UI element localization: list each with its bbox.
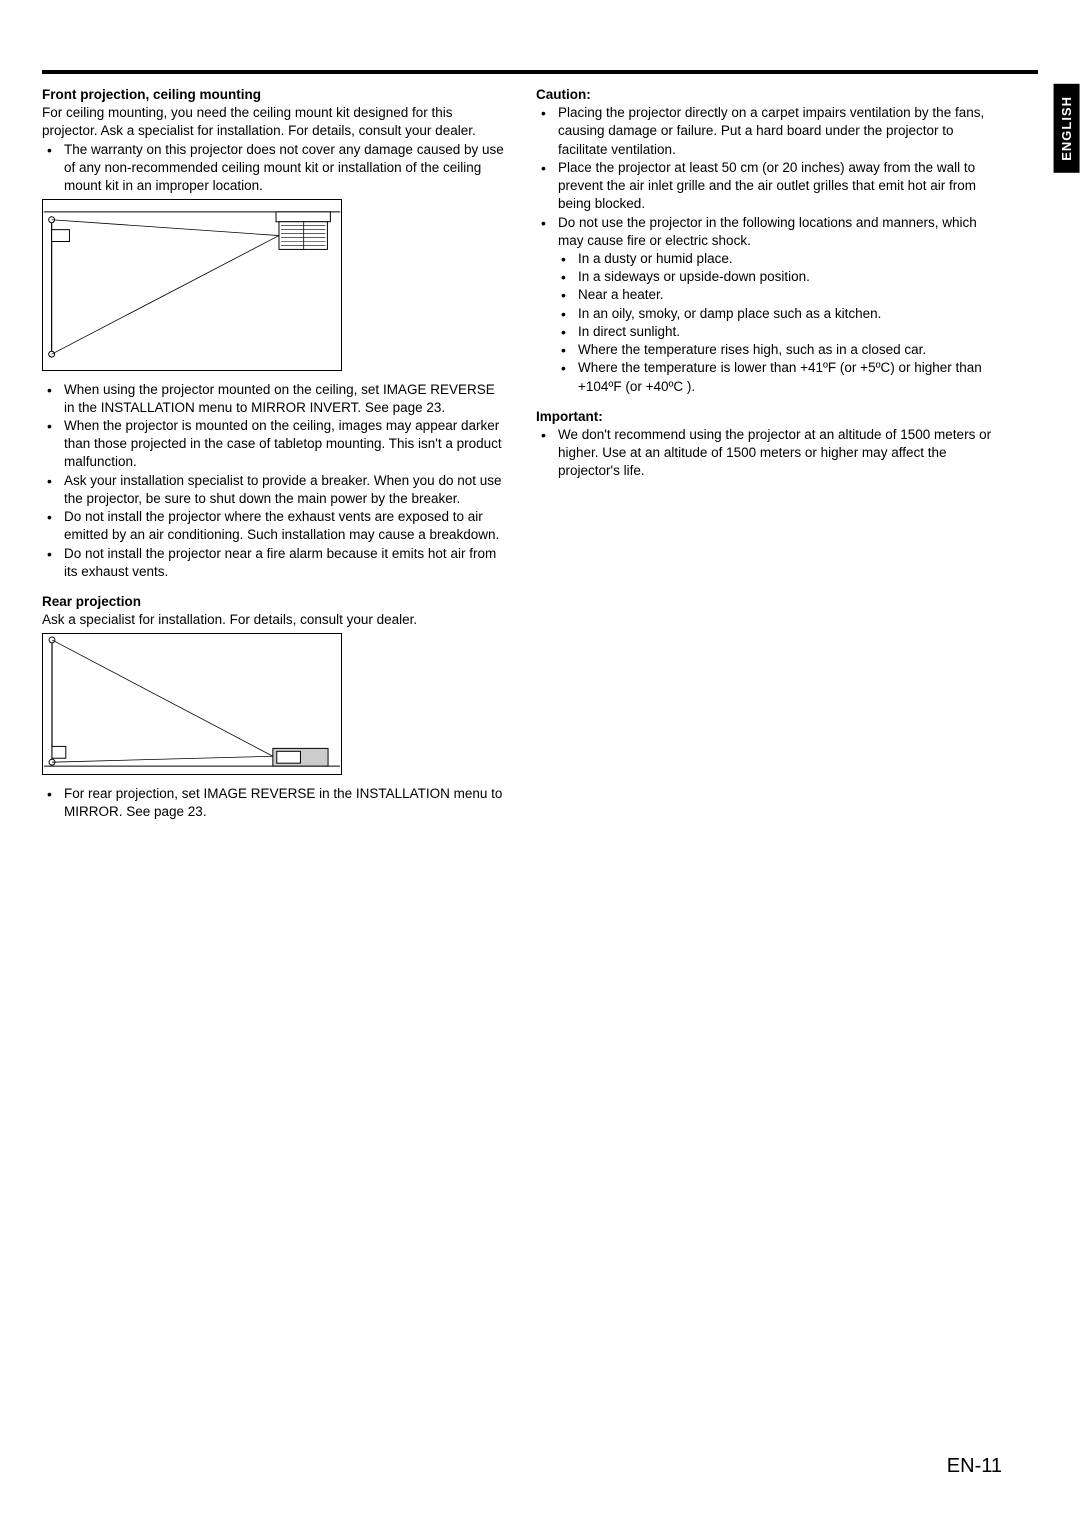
list-item: In a sideways or upside-down position.: [558, 268, 1002, 286]
list-item: Placing the projector directly on a carp…: [536, 104, 1002, 159]
page-content: Front projection, ceiling mounting For c…: [42, 86, 1002, 821]
rear-projection-intro: Ask a specialist for installation. For d…: [42, 611, 508, 629]
list-item: We don't recommend using the projector a…: [536, 426, 1002, 481]
list-item: In an oily, smoky, or damp place such as…: [558, 305, 1002, 323]
list-item: For rear projection, set IMAGE REVERSE i…: [42, 785, 508, 821]
list-item: Near a heater.: [558, 286, 1002, 304]
heading-rear-projection: Rear projection: [42, 593, 508, 611]
front-projection-intro: For ceiling mounting, you need the ceili…: [42, 104, 508, 140]
ceiling-mount-diagram: [42, 199, 342, 371]
list-item: When using the projector mounted on the …: [42, 381, 508, 417]
list-item: The warranty on this projector does not …: [42, 141, 508, 196]
rear-projection-diagram: [42, 633, 342, 775]
heading-important: Important:: [536, 408, 1002, 426]
top-rule: [42, 70, 1038, 74]
caution-list: Placing the projector directly on a carp…: [536, 104, 1002, 396]
important-list: We don't recommend using the projector a…: [536, 426, 1002, 481]
list-item: Do not use the projector in the followin…: [536, 214, 1002, 396]
left-column: Front projection, ceiling mounting For c…: [42, 86, 508, 821]
list-item-text: Do not use the projector in the followin…: [558, 215, 977, 248]
right-column: Caution: Placing the projector directly …: [536, 86, 1002, 821]
list-item: In direct sunlight.: [558, 323, 1002, 341]
heading-front-projection: Front projection, ceiling mounting: [42, 86, 508, 104]
caution-sublist: In a dusty or humid place. In a sideways…: [558, 250, 1002, 396]
list-item: Ask your installation specialist to prov…: [42, 472, 508, 508]
rear-projection-list: For rear projection, set IMAGE REVERSE i…: [42, 785, 508, 821]
list-item: Where the temperature is lower than +41º…: [558, 359, 1002, 395]
list-item: When the projector is mounted on the cei…: [42, 417, 508, 472]
list-item: Do not install the projector where the e…: [42, 508, 508, 544]
front-projection-list-2: When using the projector mounted on the …: [42, 381, 508, 581]
heading-caution: Caution:: [536, 86, 1002, 104]
list-item: Do not install the projector near a fire…: [42, 545, 508, 581]
language-tab: ENGLISH: [1054, 84, 1080, 173]
page-number: EN-11: [947, 1453, 1002, 1480]
list-item: Where the temperature rises high, such a…: [558, 341, 1002, 359]
list-item: Place the projector at least 50 cm (or 2…: [536, 159, 1002, 214]
list-item: In a dusty or humid place.: [558, 250, 1002, 268]
front-projection-list-1: The warranty on this projector does not …: [42, 141, 508, 196]
